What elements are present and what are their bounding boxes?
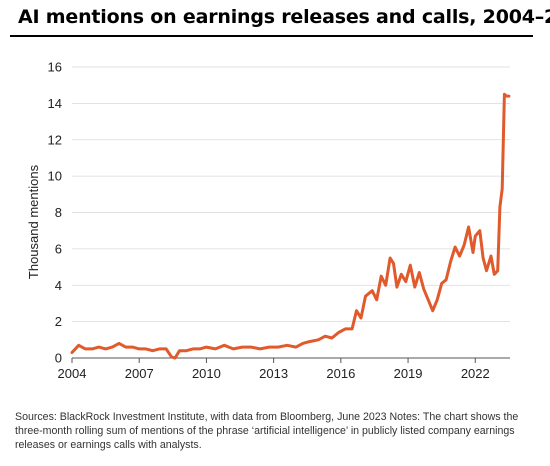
y-axis-label: Thousand mentions (26, 164, 41, 279)
y-tick-label: 4 (55, 278, 62, 293)
gridlines (72, 66, 510, 359)
y-tick-label: 14 (48, 96, 62, 111)
x-tick-label: 2013 (259, 366, 288, 381)
x-tick-label: 2010 (192, 366, 221, 381)
series-line (70, 92, 511, 360)
x-axis-ticks: 2004 2007 2010 2013 2016 2019 2022 (58, 358, 490, 381)
x-tick-label: 2022 (461, 366, 490, 381)
y-tick-label: 10 (48, 169, 62, 184)
source-notes: Sources: BlackRock Investment Institute,… (15, 411, 519, 451)
y-tick-label: 8 (55, 205, 62, 220)
chart-title: AI mentions on earnings releases and cal… (18, 6, 550, 28)
y-tick-label: 6 (55, 241, 62, 256)
y-tick-label: 2 (55, 314, 62, 329)
x-tick-label: 2016 (326, 366, 355, 381)
title-rule (10, 35, 533, 37)
x-tick-label: 2004 (58, 366, 87, 381)
x-tick-label: 2007 (125, 366, 154, 381)
y-tick-label: 16 (48, 60, 62, 75)
y-axis-ticks: 0 2 4 6 8 10 12 14 16 (48, 60, 62, 366)
y-tick-label: 0 (55, 351, 62, 366)
y-tick-label: 12 (48, 132, 62, 147)
x-tick-label: 2019 (394, 366, 423, 381)
